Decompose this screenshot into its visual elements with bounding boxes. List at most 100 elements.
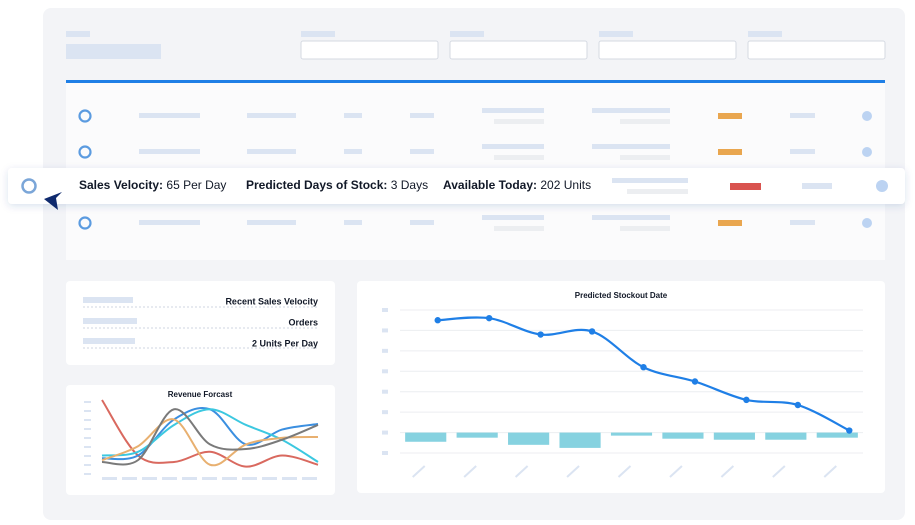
point bbox=[794, 401, 802, 409]
summary-row: Orders bbox=[288, 317, 318, 327]
placeholder bbox=[790, 220, 815, 225]
info-icon[interactable] bbox=[876, 180, 888, 192]
placeholder bbox=[344, 149, 362, 154]
revenue-card bbox=[66, 385, 335, 495]
y-tick-placeholder bbox=[382, 410, 388, 415]
bar bbox=[662, 432, 704, 439]
info-icon bbox=[862, 218, 872, 228]
placeholder bbox=[450, 31, 484, 37]
x-tick-placeholder bbox=[514, 465, 529, 478]
x-tick-placeholder bbox=[669, 465, 683, 478]
x-tick-placeholder bbox=[823, 465, 837, 478]
info-icon bbox=[862, 111, 872, 121]
bar bbox=[816, 432, 858, 438]
placeholder bbox=[344, 113, 362, 118]
summary-row: 2 Units Per Day bbox=[252, 338, 318, 348]
input bbox=[300, 40, 439, 60]
bar bbox=[610, 432, 653, 436]
stat-label: Predicted Days of Stock: bbox=[246, 178, 387, 192]
placeholder bbox=[718, 113, 742, 119]
placeholder bbox=[139, 113, 200, 118]
summary-row: Recent Sales Velocity bbox=[225, 296, 318, 306]
placeholders bbox=[66, 31, 886, 480]
point bbox=[640, 364, 647, 371]
y-tick-placeholder bbox=[382, 348, 388, 353]
chart-title: Predicted Stockout Date bbox=[575, 291, 668, 300]
input bbox=[747, 40, 886, 60]
placeholder bbox=[139, 220, 200, 225]
bar bbox=[713, 432, 755, 440]
point bbox=[485, 314, 493, 322]
input bbox=[598, 40, 737, 60]
status-badge bbox=[730, 183, 761, 190]
placeholder bbox=[247, 149, 296, 154]
stat: Available Today: 202 Units bbox=[443, 178, 591, 192]
placeholder bbox=[83, 338, 135, 344]
x-tick-placeholder bbox=[412, 465, 426, 478]
placeholder bbox=[482, 108, 544, 113]
placeholder bbox=[410, 149, 434, 154]
placeholder bbox=[162, 477, 177, 480]
placeholder bbox=[83, 297, 133, 303]
placeholder bbox=[592, 215, 670, 220]
y-tick-placeholder bbox=[382, 430, 388, 435]
placeholder bbox=[66, 31, 90, 37]
y-tick-placeholder bbox=[382, 451, 388, 455]
placeholder bbox=[612, 178, 688, 183]
placeholder bbox=[790, 113, 815, 118]
highlight-row[interactable] bbox=[8, 168, 905, 204]
placeholder bbox=[592, 108, 670, 113]
placeholder bbox=[83, 318, 137, 324]
placeholder bbox=[718, 220, 742, 226]
stat-value: 202 Units bbox=[540, 178, 591, 192]
point bbox=[588, 328, 596, 335]
x-tick-placeholder bbox=[566, 465, 580, 478]
placeholder bbox=[494, 226, 544, 231]
y-tick-placeholder bbox=[382, 308, 388, 312]
placeholder bbox=[102, 477, 117, 480]
placeholder bbox=[620, 119, 670, 124]
placeholder bbox=[301, 31, 335, 37]
radio bbox=[78, 216, 92, 230]
stockout-card bbox=[357, 281, 885, 493]
placeholder bbox=[202, 477, 217, 480]
bar bbox=[765, 432, 807, 440]
point bbox=[434, 317, 441, 324]
stat-label: Available Today: bbox=[443, 178, 537, 192]
radio[interactable] bbox=[21, 178, 37, 194]
point bbox=[846, 427, 853, 434]
y-tick-placeholder bbox=[382, 328, 388, 333]
placeholder bbox=[247, 113, 296, 118]
placeholder bbox=[410, 113, 434, 118]
placeholder bbox=[222, 477, 237, 480]
placeholder bbox=[142, 477, 157, 480]
placeholder bbox=[282, 477, 297, 480]
stat: Sales Velocity: 65 Per Day bbox=[79, 178, 226, 192]
point bbox=[743, 396, 750, 404]
stat-label: Sales Velocity: bbox=[79, 178, 163, 192]
bar bbox=[405, 432, 447, 442]
placeholder bbox=[139, 149, 200, 154]
y-tick-placeholder bbox=[382, 369, 388, 374]
radio bbox=[78, 145, 92, 159]
point bbox=[691, 378, 699, 385]
input bbox=[449, 40, 588, 60]
table-top-bar bbox=[66, 80, 885, 83]
y-tick-placeholder bbox=[382, 389, 388, 394]
placeholder bbox=[482, 215, 544, 220]
point bbox=[537, 331, 544, 338]
x-tick-placeholder bbox=[772, 465, 786, 478]
placeholder bbox=[627, 189, 688, 194]
placeholder bbox=[620, 155, 670, 160]
placeholder bbox=[592, 144, 670, 149]
bar bbox=[456, 432, 498, 438]
placeholder bbox=[66, 44, 161, 59]
stat-value: 65 Per Day bbox=[166, 178, 226, 192]
chart-title: Revenue Forcast bbox=[168, 390, 233, 399]
radio bbox=[78, 109, 92, 123]
placeholder bbox=[344, 220, 362, 225]
placeholder bbox=[718, 149, 742, 155]
x-tick-placeholder bbox=[617, 465, 632, 478]
